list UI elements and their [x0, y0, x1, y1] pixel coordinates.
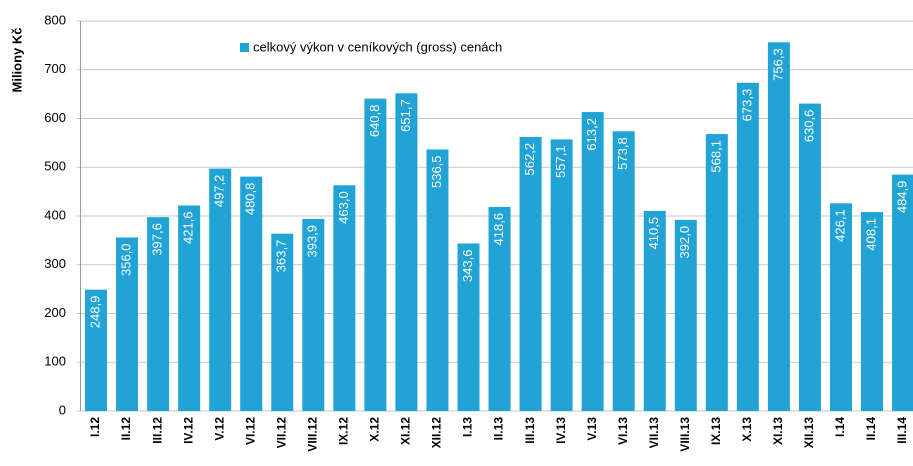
y-tick-label: 200 — [44, 305, 66, 320]
x-tick-label: XI.13 — [771, 417, 785, 445]
value-label: 480,8 — [243, 183, 258, 216]
bar — [178, 205, 201, 411]
bar — [457, 243, 480, 411]
value-label: 484,9 — [894, 181, 909, 214]
bar — [581, 112, 604, 411]
x-tick-label: X.12 — [368, 417, 382, 442]
value-label: 393,9 — [305, 225, 320, 258]
bar — [829, 203, 852, 411]
bar — [519, 136, 542, 412]
value-label: 651,7 — [398, 99, 413, 132]
bar — [550, 139, 573, 411]
bar — [85, 289, 108, 411]
x-tick-label: XII.12 — [430, 417, 444, 449]
x-tick-label: II.14 — [864, 417, 878, 441]
x-tick-label: I.12 — [88, 417, 102, 437]
bar — [271, 233, 294, 411]
value-label: 573,8 — [615, 137, 630, 170]
y-axis-label: Miliony Kč — [9, 27, 24, 92]
bar — [892, 174, 913, 411]
bar — [612, 131, 635, 411]
value-label: 497,2 — [212, 175, 227, 208]
x-tick-label: IV.12 — [181, 417, 195, 444]
value-label: 673,3 — [739, 89, 754, 122]
x-tick-label: VII.13 — [647, 417, 661, 449]
value-label: 640,8 — [367, 105, 382, 138]
y-tick-label: 500 — [44, 159, 66, 174]
bar — [767, 42, 790, 412]
x-tick-label: I.13 — [461, 417, 475, 437]
x-tick-label: III.13 — [523, 417, 537, 444]
y-tick-label: 400 — [44, 207, 66, 222]
x-tick-label: XII.13 — [802, 417, 816, 449]
bar — [147, 217, 170, 411]
legend-swatch — [240, 43, 249, 52]
legend-label: celkový výkon v ceníkových (gross) cenác… — [253, 39, 502, 54]
x-tick-label: II.13 — [492, 417, 506, 441]
bar — [395, 93, 418, 411]
x-tick-label: V.13 — [585, 417, 599, 441]
value-label: 562,2 — [522, 143, 537, 176]
value-label: 356,0 — [118, 243, 133, 276]
value-label: 343,6 — [460, 249, 475, 282]
x-tick-label: IV.13 — [554, 417, 568, 444]
x-tick-label: III.12 — [150, 417, 164, 444]
value-label: 392,0 — [677, 226, 692, 259]
value-label: 418,6 — [491, 213, 506, 246]
bar — [674, 219, 697, 411]
x-tick-label: IX.13 — [709, 417, 723, 445]
x-tick-label: III.14 — [895, 417, 909, 444]
bar — [302, 218, 325, 411]
bar — [861, 212, 884, 411]
value-label: 408,1 — [863, 218, 878, 251]
x-tick-label: VI.13 — [616, 417, 630, 445]
x-tick-label: VIII.13 — [678, 417, 692, 452]
bar — [240, 176, 263, 411]
x-tick-label: X.13 — [740, 417, 754, 442]
bar — [426, 149, 449, 412]
bar — [798, 103, 821, 412]
x-tick-label: II.12 — [119, 417, 133, 441]
value-label: 426,1 — [832, 209, 847, 242]
x-tick-label: VII.12 — [274, 417, 288, 449]
y-tick-label: 800 — [44, 12, 66, 27]
bar — [116, 237, 139, 411]
bar — [364, 98, 387, 412]
y-tick-label: 700 — [44, 61, 66, 76]
value-label: 248,9 — [87, 296, 102, 329]
value-label: 557,1 — [553, 145, 568, 178]
bar — [736, 82, 759, 412]
value-label: 410,5 — [646, 217, 661, 250]
y-tick-label: 0 — [59, 402, 66, 417]
bar — [333, 185, 356, 411]
value-label: 756,3 — [770, 48, 785, 81]
x-tick-label: I.14 — [833, 417, 847, 437]
x-tick-label: VIII.12 — [305, 417, 319, 452]
bar — [488, 206, 511, 411]
value-label: 613,2 — [584, 118, 599, 151]
y-tick-label: 600 — [44, 110, 66, 125]
value-label: 536,5 — [429, 155, 444, 188]
y-tick-label: 100 — [44, 354, 66, 369]
value-label: 397,6 — [150, 223, 165, 256]
bar — [705, 134, 728, 411]
x-tick-label: VI.12 — [243, 417, 257, 445]
value-label: 421,6 — [181, 211, 196, 244]
x-tick-label: V.12 — [212, 417, 226, 441]
bar — [209, 168, 232, 411]
x-tick-label: XI.12 — [399, 417, 413, 445]
y-tick-label: 300 — [44, 256, 66, 271]
bar — [643, 210, 666, 411]
value-label: 630,6 — [801, 110, 816, 143]
value-label: 463,0 — [336, 191, 351, 224]
value-label: 568,1 — [708, 140, 723, 173]
value-label: 363,7 — [274, 240, 289, 273]
x-tick-label: IX.12 — [337, 417, 351, 445]
